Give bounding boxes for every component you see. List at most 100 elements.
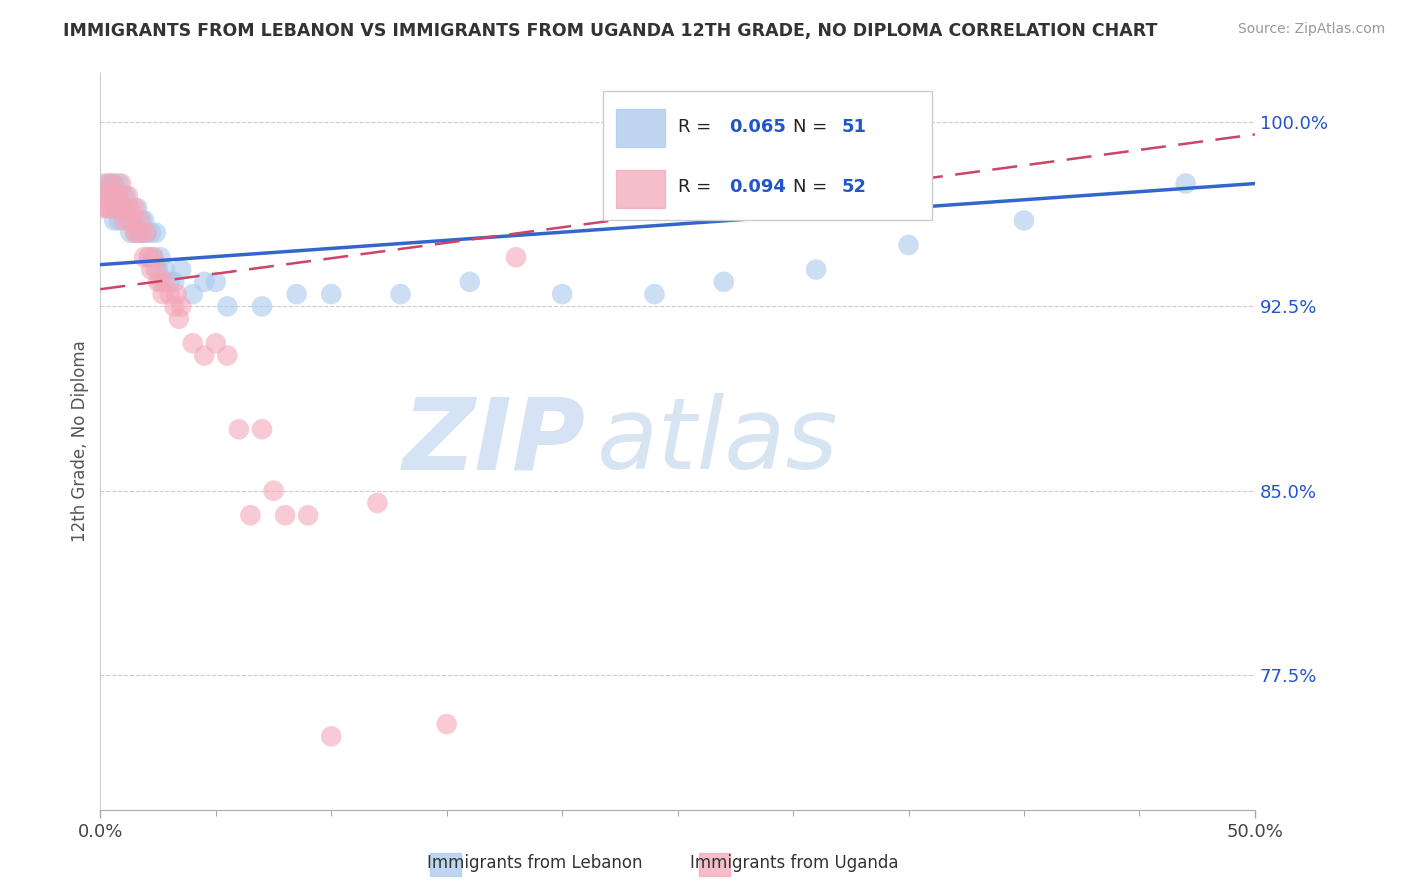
Point xyxy=(274,508,297,523)
Point xyxy=(217,300,239,314)
Text: Source: ZipAtlas.com: Source: ZipAtlas.com xyxy=(1237,22,1385,37)
Point xyxy=(101,201,124,215)
Point xyxy=(121,213,143,227)
Point xyxy=(96,201,118,215)
Point xyxy=(228,422,250,436)
Point xyxy=(114,201,136,215)
Point xyxy=(170,300,193,314)
Point xyxy=(127,201,149,215)
Text: ZIP: ZIP xyxy=(402,393,585,490)
Point xyxy=(167,311,190,326)
Point xyxy=(250,300,273,314)
Point xyxy=(204,275,226,289)
Point xyxy=(117,213,139,227)
Text: R =: R = xyxy=(678,178,717,196)
Point xyxy=(108,213,131,227)
Bar xyxy=(616,169,665,208)
Point xyxy=(551,287,574,301)
Point xyxy=(152,287,174,301)
Point xyxy=(153,262,176,277)
Point xyxy=(149,250,172,264)
Point xyxy=(804,262,827,277)
Point xyxy=(181,287,204,301)
Point xyxy=(120,201,142,215)
Point xyxy=(98,189,121,203)
Point xyxy=(1174,177,1197,191)
Point xyxy=(146,262,169,277)
Point xyxy=(135,226,157,240)
Text: Immigrants from Lebanon: Immigrants from Lebanon xyxy=(426,855,643,872)
Point xyxy=(117,201,139,215)
Point xyxy=(94,189,117,203)
Point xyxy=(1012,213,1035,227)
Point xyxy=(142,250,165,264)
Point xyxy=(159,287,181,301)
Point xyxy=(105,201,128,215)
FancyBboxPatch shape xyxy=(603,91,932,220)
Text: 51: 51 xyxy=(842,118,866,136)
Point xyxy=(138,250,160,264)
Bar xyxy=(699,853,730,876)
Point xyxy=(103,177,125,191)
Point xyxy=(159,275,181,289)
Point xyxy=(149,275,172,289)
Point xyxy=(163,300,186,314)
Point xyxy=(505,250,527,264)
Point xyxy=(142,250,165,264)
Point xyxy=(297,508,319,523)
Point xyxy=(96,177,118,191)
Point xyxy=(101,189,124,203)
Point xyxy=(103,213,125,227)
Point xyxy=(163,275,186,289)
Text: 0.065: 0.065 xyxy=(730,118,786,136)
Y-axis label: 12th Grade, No Diploma: 12th Grade, No Diploma xyxy=(72,341,89,542)
Point xyxy=(145,262,167,277)
Point xyxy=(114,189,136,203)
Point xyxy=(181,336,204,351)
Text: Immigrants from Uganda: Immigrants from Uganda xyxy=(690,855,898,872)
Point xyxy=(128,226,150,240)
Point xyxy=(112,213,135,227)
Point xyxy=(101,177,124,191)
Point xyxy=(131,226,153,240)
Point xyxy=(124,226,146,240)
Point xyxy=(389,287,412,301)
Point xyxy=(120,226,142,240)
Point xyxy=(127,226,149,240)
Point xyxy=(193,349,215,363)
Point xyxy=(98,177,121,191)
Point xyxy=(166,287,188,301)
Point xyxy=(131,213,153,227)
Text: IMMIGRANTS FROM LEBANON VS IMMIGRANTS FROM UGANDA 12TH GRADE, NO DIPLOMA CORRELA: IMMIGRANTS FROM LEBANON VS IMMIGRANTS FR… xyxy=(63,22,1157,40)
Point xyxy=(121,213,143,227)
Point xyxy=(153,275,176,289)
Point xyxy=(112,189,135,203)
Point xyxy=(170,262,193,277)
Point xyxy=(263,483,285,498)
Point xyxy=(114,201,136,215)
Point xyxy=(124,201,146,215)
Point xyxy=(110,177,132,191)
Point xyxy=(131,226,153,240)
Point xyxy=(145,226,167,240)
Point xyxy=(91,177,114,191)
Point xyxy=(458,275,481,289)
Point xyxy=(108,201,131,215)
Point xyxy=(217,349,239,363)
Point xyxy=(134,213,156,227)
Point xyxy=(134,250,156,264)
Point xyxy=(436,717,458,731)
Bar xyxy=(430,853,461,876)
Point xyxy=(141,226,163,240)
Bar xyxy=(616,109,665,147)
Point xyxy=(250,422,273,436)
Point xyxy=(94,189,117,203)
Point xyxy=(193,275,215,289)
Point xyxy=(146,275,169,289)
Point xyxy=(120,213,142,227)
Text: atlas: atlas xyxy=(596,393,838,490)
Point xyxy=(239,508,262,523)
Point xyxy=(285,287,308,301)
Point xyxy=(117,189,139,203)
Point xyxy=(204,336,226,351)
